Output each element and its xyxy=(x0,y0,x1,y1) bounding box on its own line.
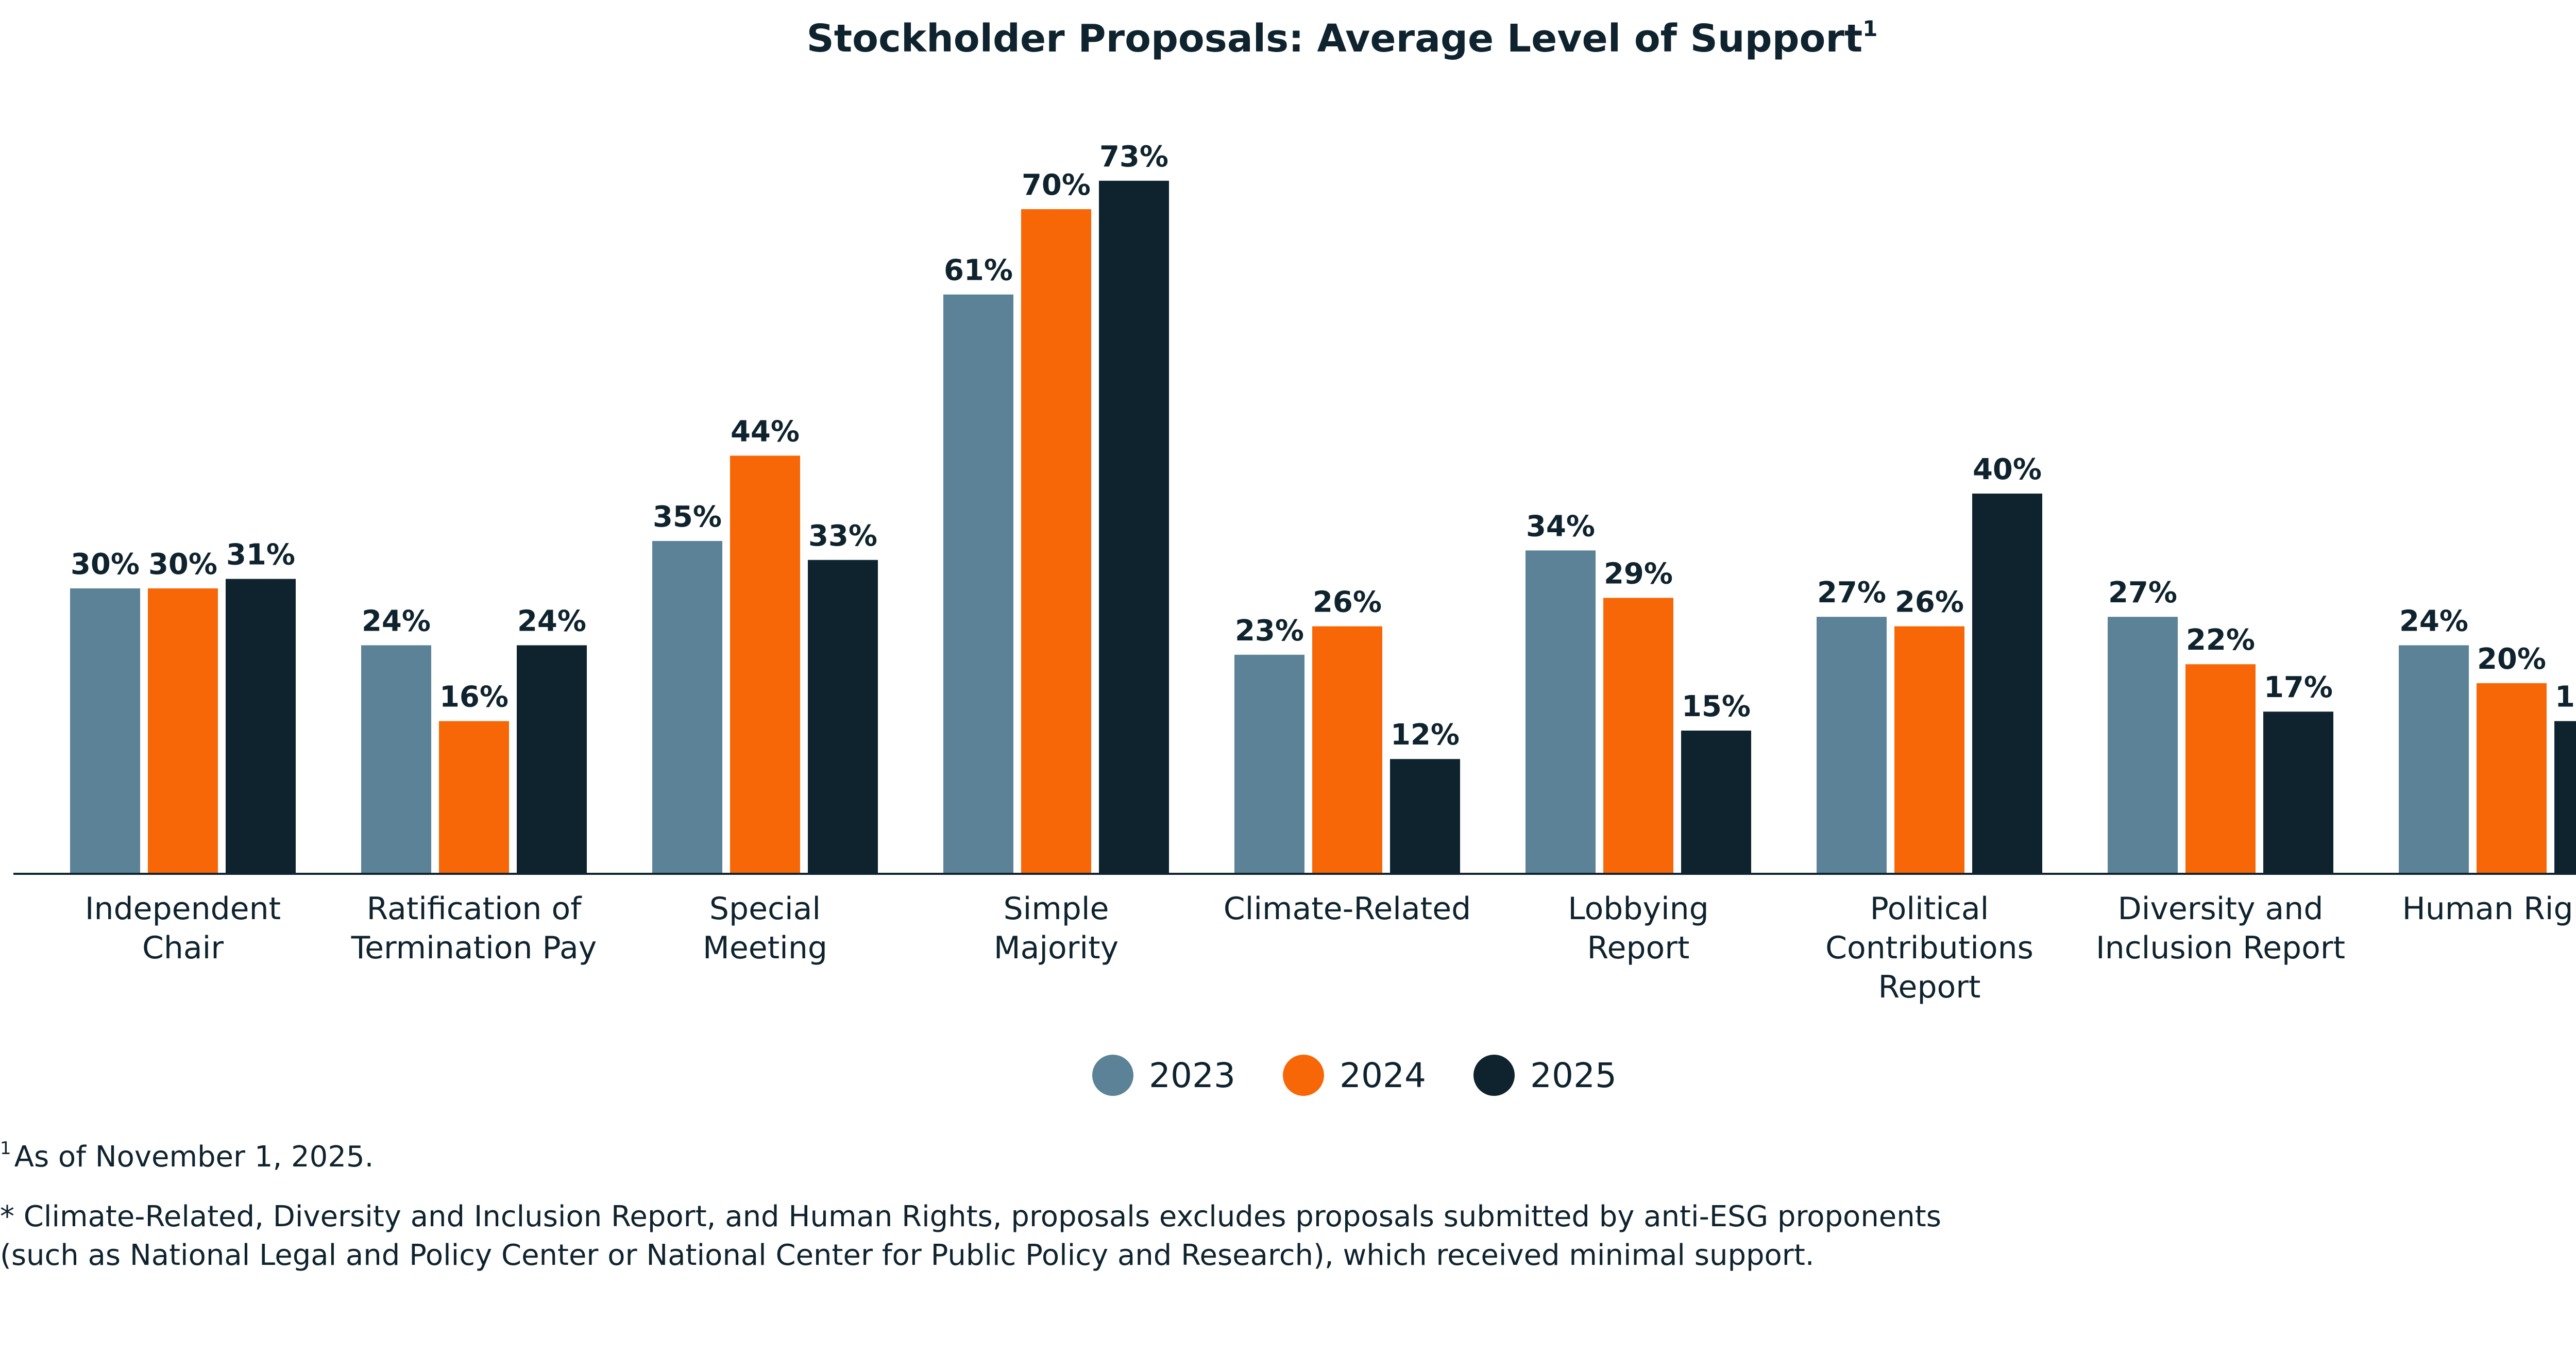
legend-label: 2023 xyxy=(1149,1056,1235,1095)
legend-item-2024: 2024 xyxy=(1283,1055,1426,1096)
category-label: Climate-Related xyxy=(1224,891,1471,927)
value-label: 40% xyxy=(1973,453,2042,486)
value-label: 61% xyxy=(944,254,1013,287)
category-label: Chair xyxy=(142,930,224,966)
value-label: 30% xyxy=(148,548,217,581)
bar-2023 xyxy=(1817,617,1887,873)
category-label: Independent xyxy=(85,891,281,927)
legend-swatch xyxy=(1092,1055,1133,1096)
value-label: 15% xyxy=(1682,690,1751,723)
category-label: Simple xyxy=(1004,891,1109,927)
bar-2025 xyxy=(2554,721,2576,873)
bar-2024 xyxy=(730,455,800,873)
bar-2023 xyxy=(2108,617,2178,873)
bar-2023 xyxy=(1234,654,1304,873)
value-label: 31% xyxy=(226,538,295,572)
bar-2025 xyxy=(1099,180,1169,873)
value-label: 26% xyxy=(1895,586,1964,619)
footnote-1: 1 As of November 1, 2025. xyxy=(0,1138,374,1174)
value-label: 70% xyxy=(1022,168,1091,202)
bar-2023 xyxy=(70,588,140,873)
value-label: 24% xyxy=(362,604,431,638)
bar-2023 xyxy=(943,294,1013,873)
bar-2023 xyxy=(361,645,431,873)
value-label: 22% xyxy=(2186,623,2255,657)
category-label: Termination Pay xyxy=(351,930,597,966)
category-label: Inclusion Report xyxy=(2096,930,2345,966)
bar-2025 xyxy=(808,560,878,873)
legend-item-2023: 2023 xyxy=(1092,1055,1235,1096)
category-label: Majority xyxy=(994,930,1118,966)
legend: 2023 2024 2025 xyxy=(1092,1055,1617,1096)
bar-2024 xyxy=(1021,209,1091,873)
legend-label: 2024 xyxy=(1340,1056,1426,1095)
value-label: 33% xyxy=(808,519,877,553)
value-label: 27% xyxy=(2108,576,2177,610)
value-label: 73% xyxy=(1099,140,1168,174)
bar-2023 xyxy=(1526,550,1596,873)
bar-2024 xyxy=(2477,683,2547,873)
legend-swatch xyxy=(1473,1055,1515,1096)
bar-2025 xyxy=(1972,494,2042,873)
value-label: 20% xyxy=(2477,642,2546,676)
legend-label: 2025 xyxy=(1530,1056,1617,1095)
legend-item-2025: 2025 xyxy=(1473,1055,1617,1096)
bar-2024 xyxy=(1603,598,1673,873)
category-label: Report xyxy=(1587,930,1690,966)
value-label: 24% xyxy=(517,604,586,638)
category-label: Human Rights xyxy=(2402,891,2576,927)
value-label: 24% xyxy=(2399,604,2468,638)
category-label: Political xyxy=(1870,891,1989,927)
bar-2025 xyxy=(517,645,587,873)
category-label: Special xyxy=(709,891,821,927)
value-label: 30% xyxy=(71,548,140,581)
bar-2025 xyxy=(2263,712,2333,873)
bar-2024 xyxy=(1894,626,1964,873)
value-label: 34% xyxy=(1526,510,1595,543)
value-label: 35% xyxy=(653,500,722,534)
value-label: 16% xyxy=(439,681,509,714)
value-label: 26% xyxy=(1313,586,1382,619)
bar-2025 xyxy=(1390,759,1460,873)
bar-2024 xyxy=(1312,626,1382,873)
chart-title: Stockholder Proposals: Average Level of … xyxy=(807,16,1878,61)
value-label: 44% xyxy=(731,415,800,448)
legend-swatch xyxy=(1283,1055,1324,1096)
footnote-2-line-2: (such as National Legal and Policy Cente… xyxy=(0,1239,1815,1272)
bar-2025 xyxy=(226,579,296,873)
value-label: 12% xyxy=(1391,718,1460,752)
category-label: Meeting xyxy=(703,930,827,966)
category-label: Contributions xyxy=(1825,930,2033,966)
value-label: 27% xyxy=(1817,576,1886,610)
bar-2024 xyxy=(439,721,509,873)
bar-2023 xyxy=(652,541,722,873)
category-label: Diversity and xyxy=(2118,891,2324,927)
bars-layer xyxy=(70,180,2576,873)
title-superscript: 1 xyxy=(1862,16,1877,41)
bar-2023 xyxy=(2399,645,2469,873)
category-label: Report xyxy=(1878,969,1981,1005)
footnote-1-marker: 1 xyxy=(0,1138,11,1159)
bar-2025 xyxy=(1681,731,1751,873)
value-label: 17% xyxy=(2264,671,2333,704)
category-label: Ratification of xyxy=(367,891,583,927)
footnote-2-line-1: * Climate-Related, Diversity and Inclusi… xyxy=(0,1200,1941,1233)
category-label: Lobbying xyxy=(1568,891,1709,927)
value-label: 29% xyxy=(1604,557,1673,590)
bar-2024 xyxy=(148,588,218,873)
value-label: 23% xyxy=(1235,614,1304,648)
bar-2024 xyxy=(2185,664,2256,873)
value-label: 16% xyxy=(2555,681,2576,714)
value-labels-layer: 30% 30% 31% 24% 16% 24% 35% 44% 33% 61% 70%73% 23% 2… xyxy=(71,140,2576,752)
